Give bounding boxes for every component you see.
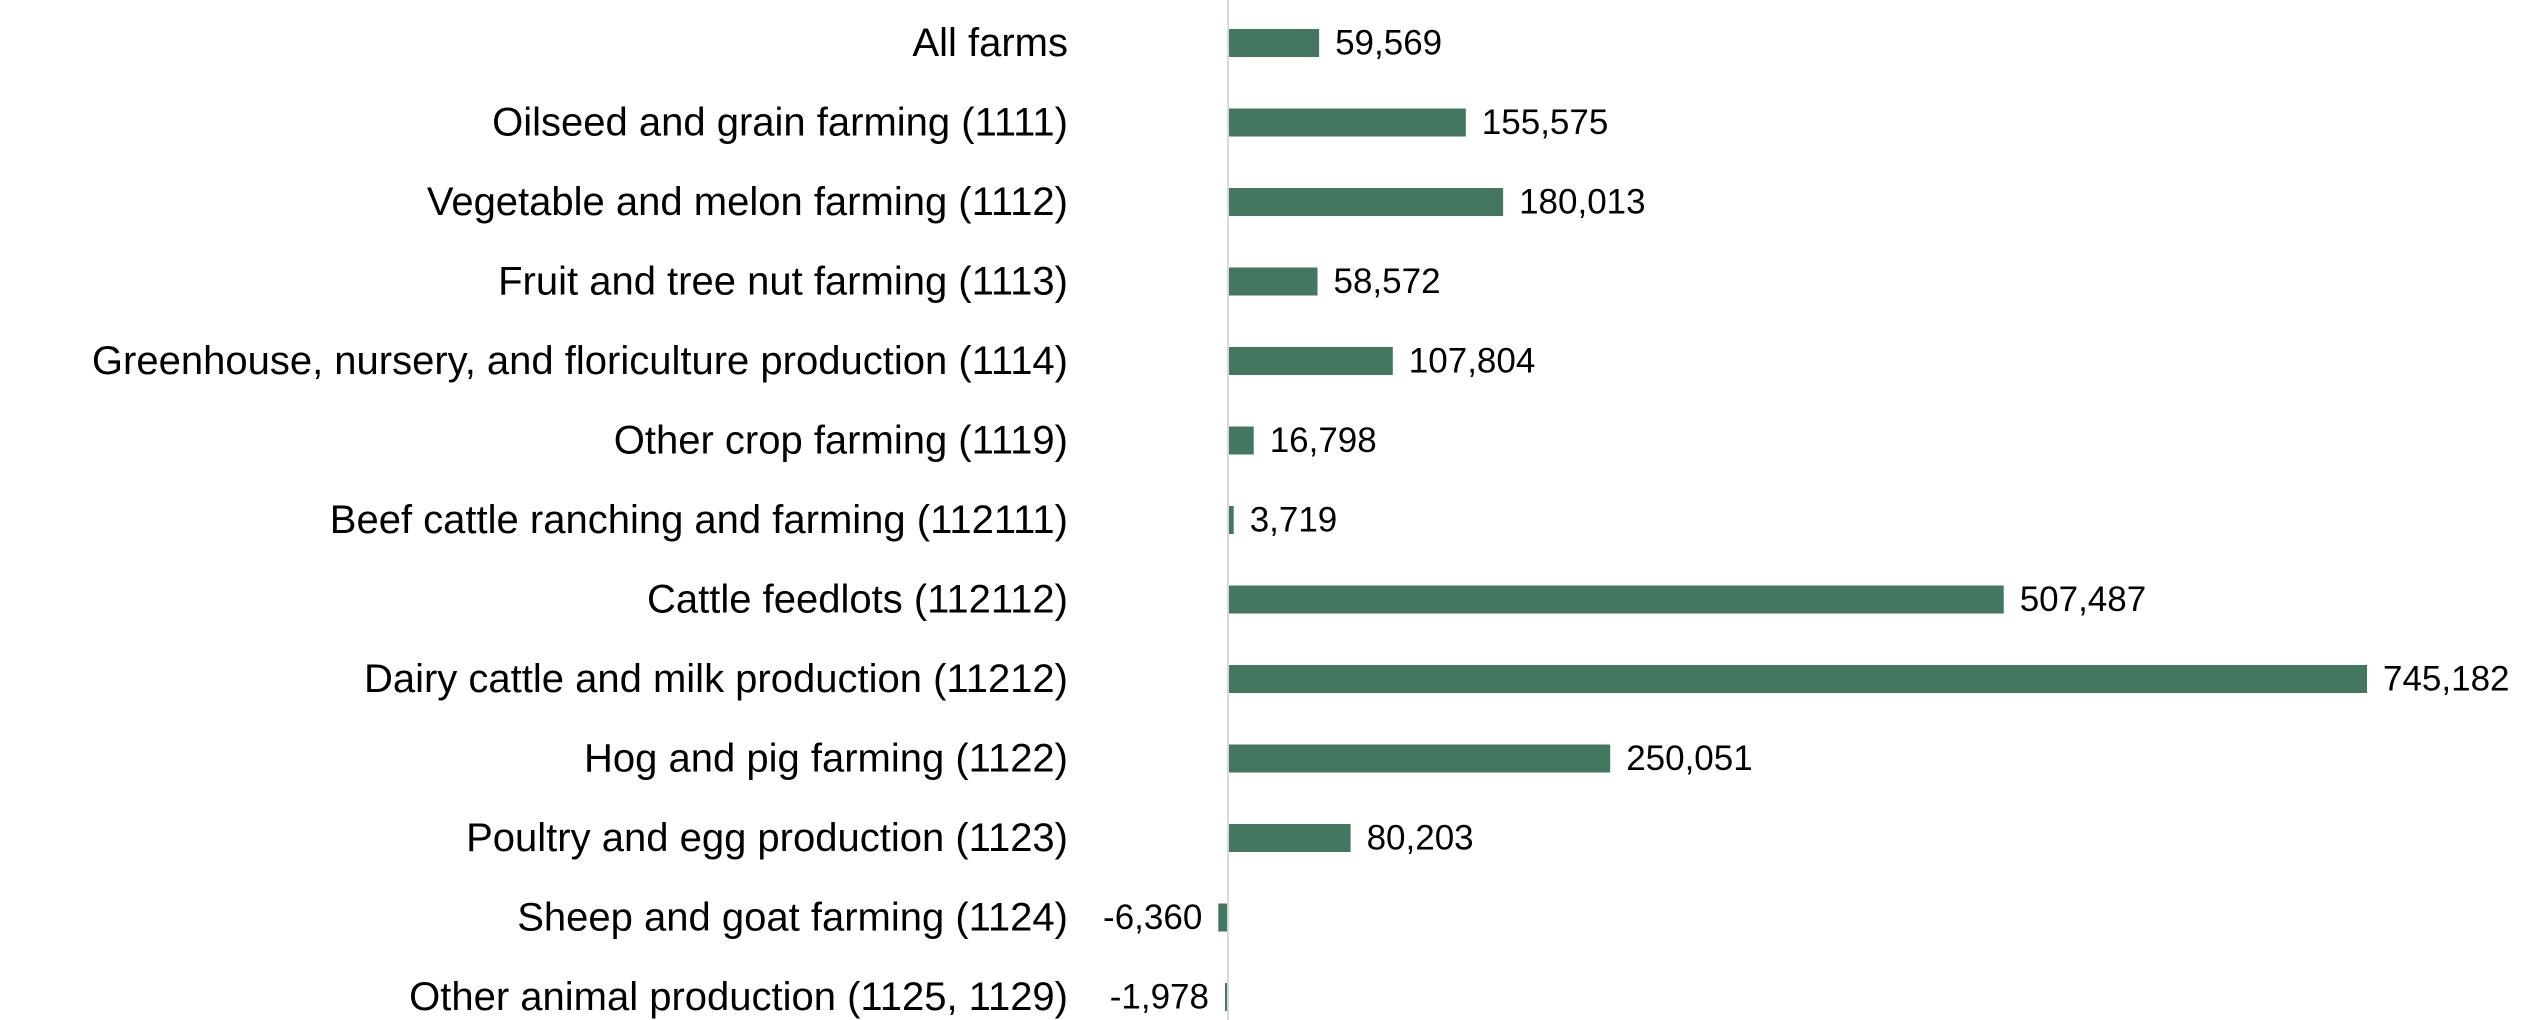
category-label: Cattle feedlots (112112)	[647, 578, 1068, 622]
category-label: Other animal production (1125, 1129)	[409, 975, 1068, 1019]
category-label: Other crop farming (1119)	[614, 419, 1068, 463]
category-label: Fruit and tree nut farming (1113)	[498, 260, 1068, 304]
category-label: Vegetable and melon farming (1112)	[427, 180, 1068, 224]
category-label: Dairy cattle and milk production (11212)	[364, 657, 1068, 701]
data-label: 250,051	[1626, 739, 1753, 778]
bar	[1228, 108, 1466, 137]
data-label: 180,013	[1519, 183, 1646, 222]
data-label: -1,978	[1110, 978, 1209, 1017]
category-label: All farms	[912, 21, 1068, 65]
category-label: Greenhouse, nursery, and floriculture pr…	[92, 339, 1068, 383]
data-label: 155,575	[1482, 103, 1609, 142]
data-label: 58,572	[1334, 262, 1441, 301]
data-label: 59,569	[1335, 24, 1442, 63]
bar	[1228, 506, 1234, 534]
bar	[1228, 824, 1351, 852]
category-label: Hog and pig farming (1122)	[584, 737, 1068, 781]
bar	[1228, 188, 1504, 216]
data-label: 80,203	[1367, 819, 1474, 858]
category-label: Beef cattle ranching and farming (112111…	[330, 498, 1068, 542]
bar	[1228, 347, 1393, 375]
data-label: 16,798	[1270, 421, 1377, 460]
category-label: Poultry and egg production (1123)	[466, 816, 1068, 860]
category-label: Oilseed and grain farming (1111)	[492, 101, 1068, 145]
bar	[1228, 744, 1611, 773]
bar	[1218, 903, 1228, 932]
data-label: 745,182	[2383, 660, 2510, 699]
bar	[1228, 29, 1320, 57]
category-labels: All farms Oilseed and grain farming (1111…	[92, 21, 1068, 1019]
data-label: 507,487	[2020, 580, 2147, 619]
bar	[1228, 267, 1318, 296]
data-label: -6,360	[1103, 898, 1202, 937]
bar	[1228, 426, 1254, 455]
value-labels: 59,569 155,575 180,013 58,572 107,804 16,798 3…	[1103, 24, 2509, 1017]
bar	[1228, 665, 2367, 693]
data-label: 3,719	[1250, 501, 1338, 540]
bars-group	[1218, 29, 2367, 1011]
bar	[1228, 585, 2004, 614]
category-label: Sheep and goat farming (1124)	[517, 896, 1068, 940]
data-label: 107,804	[1409, 342, 1536, 381]
bar	[1225, 983, 1228, 1011]
